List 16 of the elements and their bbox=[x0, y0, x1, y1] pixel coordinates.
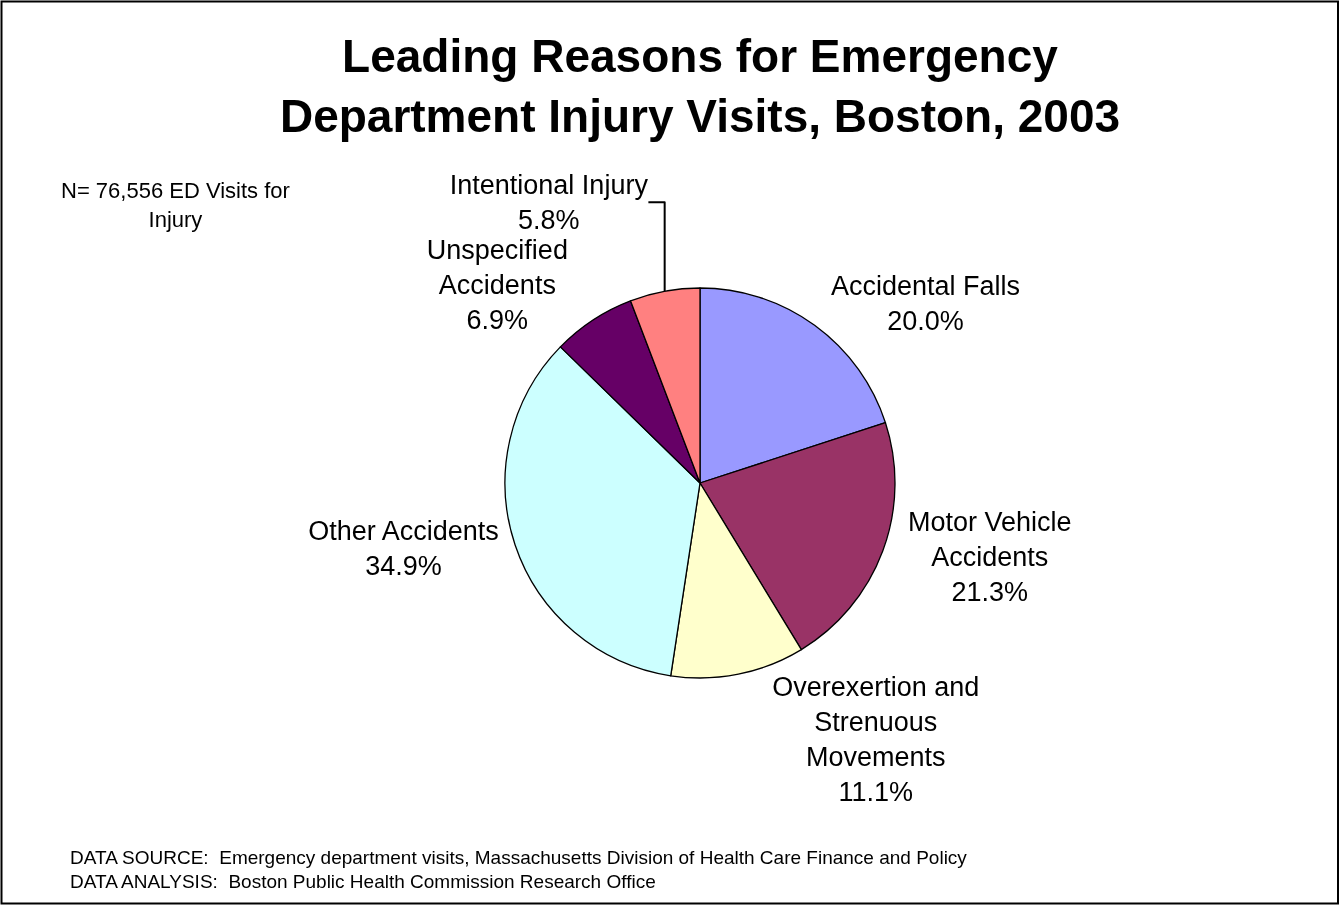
slice-label: Intentional Injury bbox=[449, 169, 649, 200]
slice-label: Unspecified Accidents bbox=[426, 234, 568, 301]
data-label: 6.9% bbox=[466, 305, 529, 336]
source-note: DATA SOURCE: Emergency department visits, Massachusetts Division of Health Care Finance and Policy bbox=[70, 847, 968, 868]
slice-label: Accidental Falls bbox=[830, 271, 1020, 302]
slice-label: Overexertion and Strenuous Movements bbox=[772, 671, 980, 772]
data-label: 5.8% bbox=[518, 204, 580, 235]
data-label: 34.9% bbox=[365, 550, 442, 581]
text: N= 76,556 ED Visits for Injury bbox=[61, 178, 290, 232]
text: DATA ANALYSIS: Boston Public Health Commission Research Office bbox=[70, 871, 656, 892]
chart-title: Leading Reasons for Emergency Department Injury Visits, Boston, 2003 bbox=[279, 30, 1121, 143]
data-label: 20.0% bbox=[887, 306, 964, 337]
data-label: 11.1% bbox=[838, 776, 914, 807]
slice-label: Motor Vehicle Accidents bbox=[907, 506, 1072, 572]
data-label: 21.3% bbox=[951, 576, 1028, 607]
slice-label: Other Accidents bbox=[308, 515, 499, 546]
